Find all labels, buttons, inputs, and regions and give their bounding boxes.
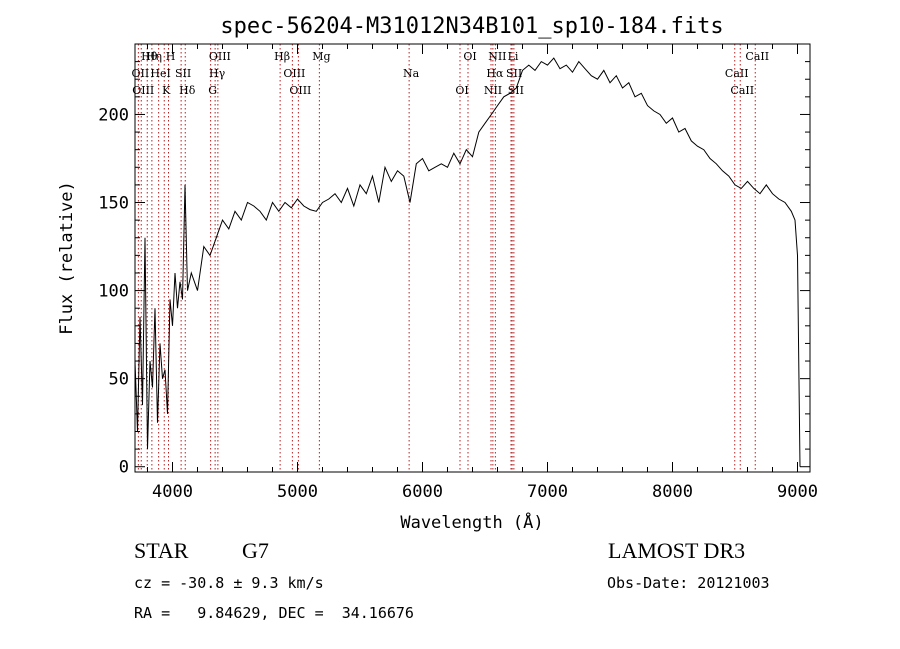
- line-label: OIII: [289, 84, 311, 97]
- line-label: CaII: [730, 84, 754, 97]
- line-label: CaII: [745, 50, 769, 63]
- coordinates: RA = 9.84629, DEC = 34.16676: [134, 604, 414, 622]
- y-tick-label: 50: [109, 370, 129, 390]
- line-label: H: [166, 50, 176, 63]
- line-label: OIII: [283, 67, 305, 80]
- y-tick-label: 100: [98, 282, 129, 302]
- y-axis-label: Flux (relative): [57, 181, 77, 335]
- line-label: SII: [506, 67, 522, 80]
- line-label: Na: [403, 67, 420, 80]
- line-label: Hδ: [179, 84, 196, 97]
- line-label: HeI: [150, 67, 170, 80]
- plot-frame: [134, 43, 811, 473]
- survey-name: LAMOST DR3: [608, 538, 746, 563]
- line-label: OIII: [209, 50, 231, 63]
- x-axis-label: Wavelength (Å): [400, 511, 543, 533]
- line-label: NII: [484, 84, 502, 97]
- x-tick-label: 5000: [277, 482, 318, 502]
- chart-title: spec-56204-M31012N34B101_sp10-184.fits: [220, 14, 723, 39]
- object-subclass: G7: [242, 538, 269, 563]
- spectrum-line: [134, 57, 801, 467]
- line-label: SII: [175, 67, 191, 80]
- x-tick-label: 6000: [402, 482, 443, 502]
- line-label: G: [208, 84, 217, 97]
- line-label: OII: [132, 67, 150, 80]
- x-tick-label: 8000: [652, 482, 693, 502]
- line-label: K: [162, 84, 171, 97]
- y-tick-label: 0: [119, 458, 129, 478]
- line-label: CaII: [725, 67, 749, 80]
- y-tick-label: 150: [98, 194, 129, 214]
- line-label: Mg: [312, 50, 330, 63]
- line-label: Li: [508, 50, 519, 63]
- y-tick-label: 200: [98, 105, 129, 125]
- y-axis-ticks: 0 50 100 150 200: [98, 61, 810, 478]
- line-label: OIII: [132, 84, 154, 97]
- x-axis-ticks: 4000 5000 6000 7000 8000 9000: [147, 44, 818, 502]
- line-label: NII: [488, 50, 506, 63]
- x-tick-label: 4000: [152, 482, 193, 502]
- line-label: Hθ: [141, 50, 158, 63]
- x-tick-label: 7000: [527, 482, 568, 502]
- line-label: Hη: [146, 50, 162, 63]
- line-labels: Hθ OII OIII Hη HeI K H SII Hδ OIII Hγ G Hβ OIII OIII Mg…: [132, 50, 770, 97]
- line-label: OI: [455, 84, 468, 97]
- x-tick-label: 9000: [777, 482, 818, 502]
- line-label: Hα: [486, 67, 504, 80]
- line-label: OI: [463, 50, 476, 63]
- line-label: SII: [508, 84, 524, 97]
- line-label: Hβ: [274, 50, 290, 63]
- object-class: STAR: [134, 538, 189, 563]
- line-label: Hγ: [209, 67, 226, 80]
- line-markers: [137, 44, 756, 472]
- observation-date: Obs-Date: 20121003: [607, 574, 770, 592]
- redshift-cz: cz = -30.8 ± 9.3 km/s: [134, 574, 324, 592]
